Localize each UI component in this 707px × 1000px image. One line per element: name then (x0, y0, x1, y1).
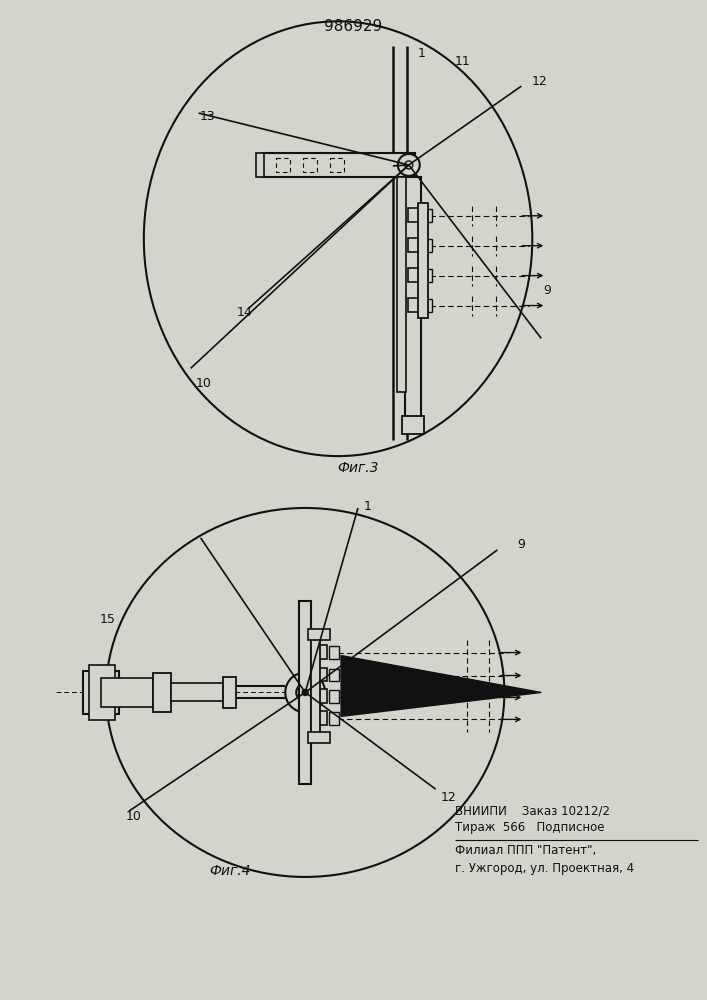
Bar (313, 645, 327, 659)
Bar (308, 732, 330, 743)
Bar (311, 639, 320, 733)
Bar (276, 158, 291, 172)
Bar (313, 711, 327, 725)
Bar (402, 416, 423, 434)
Text: 1: 1 (418, 47, 426, 60)
Ellipse shape (144, 21, 532, 456)
Bar (422, 299, 432, 312)
Bar (408, 268, 422, 282)
Bar (329, 669, 339, 681)
Bar (89, 665, 115, 720)
Bar (170, 683, 223, 701)
Bar (308, 629, 330, 640)
Text: Фиг.3: Фиг.3 (337, 461, 379, 475)
Circle shape (296, 683, 314, 701)
Bar (303, 158, 317, 172)
Bar (422, 209, 432, 222)
Bar (223, 677, 236, 708)
Text: 9: 9 (518, 538, 525, 551)
Text: 15: 15 (100, 613, 116, 626)
Bar (83, 671, 119, 714)
Text: 9: 9 (543, 284, 551, 297)
Bar (299, 601, 311, 784)
Text: Тираж  566   Подписное: Тираж 566 Подписное (455, 821, 604, 834)
Text: ВНИИПИ    Заказ 10212/2: ВНИИПИ Заказ 10212/2 (455, 804, 609, 817)
Bar (329, 690, 339, 703)
Text: Фиг.4: Фиг.4 (210, 864, 251, 878)
Text: 13: 13 (199, 110, 216, 123)
Bar (257, 153, 264, 177)
Text: г. Ужгород, ул. Проектная, 4: г. Ужгород, ул. Проектная, 4 (455, 862, 633, 875)
Text: 986929: 986929 (324, 19, 382, 34)
Bar (330, 158, 344, 172)
Circle shape (398, 154, 420, 176)
Bar (313, 689, 327, 703)
Bar (262, 153, 415, 177)
Bar (329, 712, 339, 725)
Polygon shape (341, 656, 542, 716)
Circle shape (285, 673, 325, 712)
Text: 10: 10 (196, 377, 211, 390)
Bar (418, 203, 428, 318)
Circle shape (405, 161, 413, 169)
Bar (405, 177, 421, 422)
Text: 12: 12 (532, 75, 547, 88)
Text: 1: 1 (364, 500, 372, 513)
Bar (408, 208, 422, 222)
Text: 10: 10 (126, 810, 142, 823)
Bar (422, 239, 432, 252)
Text: 11: 11 (455, 55, 470, 68)
Bar (329, 646, 339, 659)
Text: 12: 12 (440, 791, 457, 804)
Bar (153, 673, 170, 712)
Bar (397, 177, 406, 392)
Bar (422, 269, 432, 282)
Bar (408, 298, 422, 312)
Bar (101, 678, 153, 707)
Circle shape (302, 689, 308, 695)
Text: 14: 14 (237, 306, 252, 319)
Bar (313, 668, 327, 681)
Ellipse shape (106, 508, 504, 877)
Bar (408, 238, 422, 252)
Text: Филиал ППП "Патент",: Филиал ППП "Патент", (455, 844, 596, 857)
